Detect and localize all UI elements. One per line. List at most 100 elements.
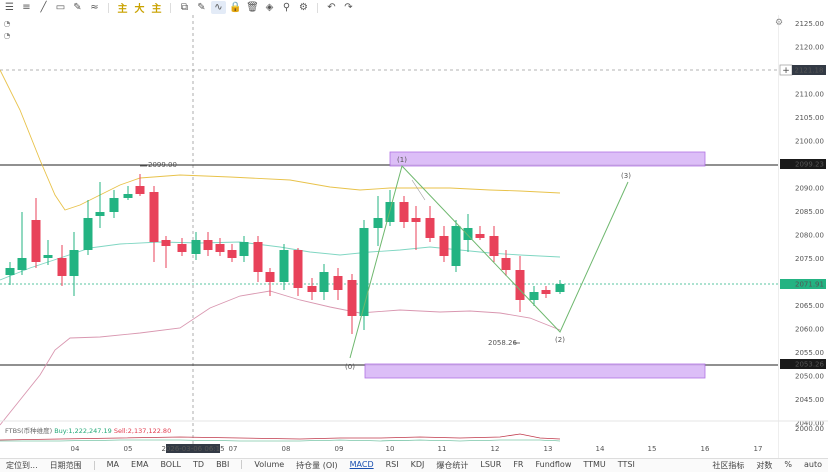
candle-body[interactable] — [215, 244, 225, 252]
candle-body[interactable] — [239, 242, 249, 256]
indicator-tab-fundflow[interactable]: Fundflow — [535, 460, 572, 469]
chart-settings-icon[interactable]: ⚙ — [775, 18, 783, 28]
support-price-tag — [780, 359, 826, 369]
candle-body[interactable] — [373, 218, 383, 228]
candle-body[interactable] — [475, 234, 485, 238]
menu-icon[interactable]: ☰ — [5, 2, 14, 13]
candle-body[interactable] — [451, 226, 461, 266]
candle-body[interactable] — [515, 270, 525, 300]
candle-body[interactable] — [333, 276, 343, 290]
log-scale-toggle[interactable]: 对数 — [756, 461, 773, 470]
community-indicators-button[interactable]: 社区指标 — [712, 461, 745, 470]
candle-body[interactable] — [203, 240, 213, 250]
candle-body[interactable] — [135, 186, 145, 194]
indicator-tab-kdj[interactable]: KDJ — [410, 460, 425, 469]
line-style-icon[interactable]: ∿ — [211, 1, 226, 14]
candle-body[interactable] — [227, 250, 237, 258]
date-range-button[interactable]: 日期范围 — [49, 461, 82, 470]
indicator-tab-ttmu[interactable]: TTMU — [583, 460, 606, 469]
candle-body[interactable] — [69, 250, 79, 276]
crosshair-date-label: 2026-03-06 06:15 — [161, 445, 224, 453]
delete-icon[interactable]: 🗑 — [246, 2, 259, 13]
chan-icon[interactable]: 主 — [117, 4, 128, 15]
indicator-tab--[interactable]: 爆仓统计 — [436, 461, 469, 470]
candle-body[interactable] — [293, 250, 303, 288]
color-icon[interactable]: ◈ — [265, 2, 274, 13]
edit-icon[interactable]: ✎ — [197, 2, 206, 13]
candle-body[interactable] — [307, 286, 317, 292]
candle-body[interactable] — [5, 268, 15, 275]
candle-body[interactable] — [161, 240, 171, 246]
price-axis-tick: 2100.00 — [795, 138, 824, 146]
time-axis-tick: 12 — [491, 445, 500, 453]
expand-icon[interactable]: ◔ — [3, 30, 11, 40]
filter-icon[interactable]: ⚲ — [282, 2, 291, 13]
upper-band-line — [0, 69, 561, 211]
indicator-tab-ttsi[interactable]: TTSI — [617, 460, 635, 469]
candle-body[interactable] — [439, 236, 449, 256]
candle-body[interactable] — [123, 194, 133, 198]
indicator-tab-rsi[interactable]: RSI — [385, 460, 399, 469]
candle-body[interactable] — [17, 258, 27, 270]
plus-icon[interactable]: + — [782, 66, 790, 76]
indicator-tab-ema[interactable]: EMA — [131, 460, 149, 469]
demand-zone[interactable] — [364, 363, 706, 379]
indicator-tab-lsur[interactable]: LSUR — [480, 460, 502, 469]
brush-icon[interactable]: ≈ — [90, 2, 99, 13]
indicator-tab-bbi[interactable]: BBI — [216, 460, 230, 469]
percent-toggle[interactable]: % — [784, 460, 792, 469]
price-axis-tick: 2090.00 — [795, 185, 824, 193]
indicator-tab-fr[interactable]: FR — [513, 460, 524, 469]
candle-body[interactable] — [95, 212, 105, 216]
candle-body[interactable] — [279, 250, 289, 282]
indicator-tab--oi-[interactable]: 持仓量 (OI) — [296, 461, 338, 470]
settings-icon[interactable]: ⚙ — [299, 2, 308, 13]
candle-body[interactable] — [265, 272, 275, 282]
da-icon[interactable]: 大 — [134, 4, 145, 15]
candle-body[interactable] — [541, 290, 551, 294]
price-axis-tick: 2075.00 — [795, 255, 824, 263]
copy-icon[interactable]: ⧉ — [180, 2, 189, 13]
rectangle-icon[interactable]: ▭ — [55, 2, 66, 13]
candle-body[interactable] — [83, 218, 93, 250]
locate-button[interactable]: 定位到... — [6, 461, 38, 470]
wave-projection-line[interactable] — [349, 165, 629, 359]
candle-body[interactable] — [501, 258, 511, 270]
price-chart[interactable]: 2130.002125.002120.002115.002110.002105.… — [0, 0, 828, 458]
pen-icon[interactable]: ✎ — [73, 2, 82, 13]
wave-label-1: (1) — [397, 156, 407, 164]
candle-body[interactable] — [177, 244, 187, 252]
indicator-tab-volume[interactable]: Volume — [254, 460, 285, 469]
candle-body[interactable] — [319, 272, 329, 292]
candle-body[interactable] — [57, 258, 67, 276]
auto-scale-toggle[interactable]: auto — [803, 460, 822, 469]
redo-icon[interactable]: ↷ — [344, 2, 353, 13]
candle-body[interactable] — [149, 192, 159, 242]
lock-icon[interactable]: 🔒 — [229, 2, 242, 13]
indicator-tab-ma[interactable]: MA — [106, 460, 120, 469]
collapse-icon[interactable]: ◔ — [3, 18, 11, 28]
list-icon[interactable]: ≡ — [22, 2, 31, 13]
indicator-tab-macd[interactable]: MACD — [349, 460, 374, 469]
candle-body[interactable] — [253, 242, 263, 272]
candle-body[interactable] — [359, 228, 369, 316]
candle-body[interactable] — [109, 198, 119, 212]
candle-body[interactable] — [191, 240, 201, 254]
chan-plus-icon[interactable]: 主 — [151, 4, 162, 15]
candle-body[interactable] — [555, 284, 565, 292]
candle-body[interactable] — [411, 218, 421, 222]
undo-icon[interactable]: ↶ — [327, 2, 336, 13]
candle-body[interactable] — [425, 218, 435, 238]
indicator-tab-td[interactable]: TD — [193, 460, 205, 469]
crosshair-price-label: 2121.18 — [795, 67, 824, 75]
candle-body[interactable] — [43, 255, 53, 258]
candle-body[interactable] — [529, 292, 539, 300]
candle-body[interactable] — [489, 236, 499, 256]
candle-body[interactable] — [463, 228, 473, 240]
candle-body[interactable] — [31, 220, 41, 262]
line-icon[interactable]: ╱ — [40, 2, 47, 13]
candle-body[interactable] — [347, 280, 357, 316]
candle-body[interactable] — [399, 202, 409, 222]
indicator-tab-boll[interactable]: BOLL — [160, 460, 182, 469]
supply-zone[interactable] — [389, 151, 706, 167]
